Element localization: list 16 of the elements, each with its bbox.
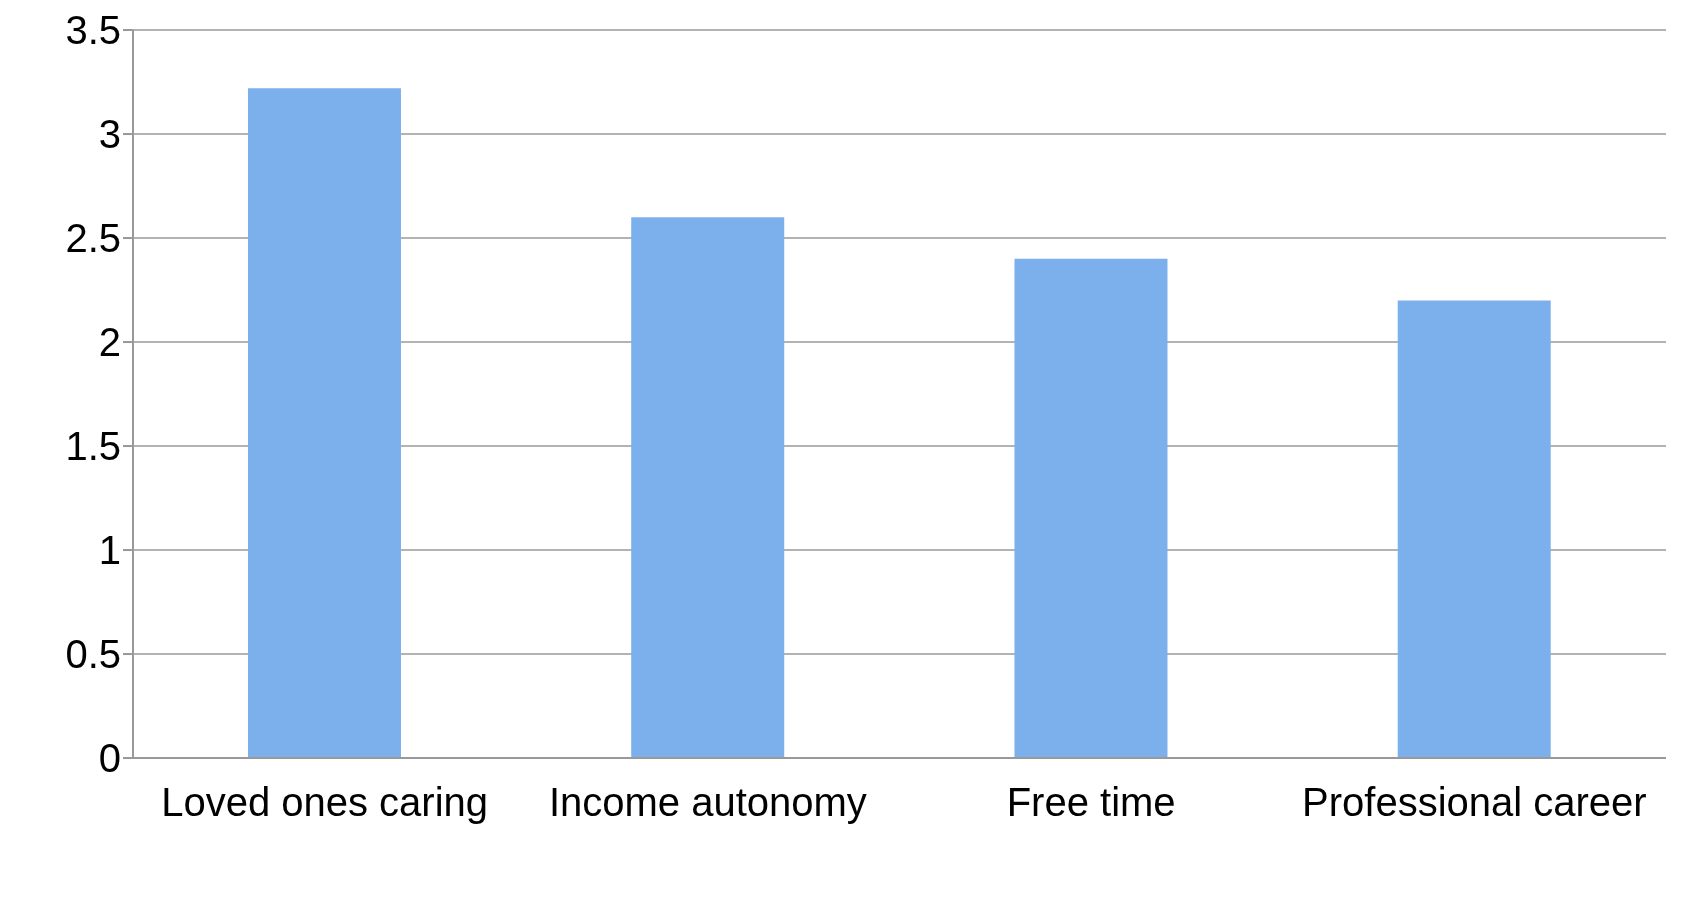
y-tick-label: 0 bbox=[98, 736, 121, 781]
y-tick-label: 3.5 bbox=[65, 8, 121, 53]
y-tick-label: 1.5 bbox=[65, 424, 121, 469]
y-tick-label: 1 bbox=[98, 528, 121, 573]
x-tick-label: Free time bbox=[1006, 780, 1176, 825]
bar bbox=[1397, 300, 1551, 758]
y-tick-label: 2.5 bbox=[65, 216, 121, 261]
x-tick-label: Income autonomy bbox=[548, 780, 867, 825]
bar bbox=[247, 88, 401, 758]
bar bbox=[631, 217, 785, 758]
y-tick-label: 2 bbox=[98, 320, 121, 365]
y-tick-label: 0.5 bbox=[65, 632, 121, 677]
bar bbox=[1014, 258, 1168, 758]
x-tick-label: Professional career bbox=[1302, 780, 1647, 825]
y-tick-label: 3 bbox=[98, 112, 121, 157]
x-tick-label: Loved ones caring bbox=[161, 780, 489, 825]
